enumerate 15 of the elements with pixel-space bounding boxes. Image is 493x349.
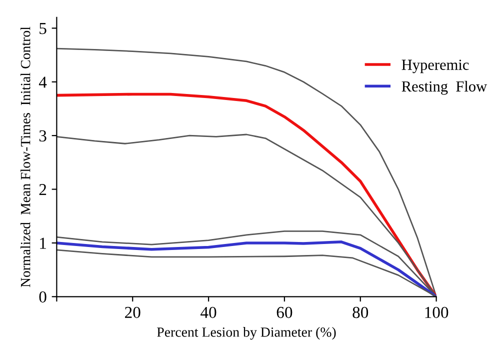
y-tick-label: 1 xyxy=(40,238,46,249)
y-tick-label: 3 xyxy=(39,130,46,142)
legend-label: Hyperemic xyxy=(402,60,469,74)
x-tick-label: 40 xyxy=(200,306,216,318)
y-tick-label: 4 xyxy=(38,76,47,88)
x-tick-label: 60 xyxy=(276,306,292,318)
legend-label: Resting Flow xyxy=(402,80,488,95)
y-axis-title: Normalized Mean Flow-Times Initial Control xyxy=(20,26,30,288)
x-tick-label: 20 xyxy=(125,306,140,318)
y-tick-label: 2 xyxy=(39,184,46,196)
x-axis-title: Percent Lesion by Diameter (%) xyxy=(157,327,336,340)
x-tick-label: 100 xyxy=(425,306,448,318)
x-tick-label: 80 xyxy=(352,306,368,318)
y-tick-label: 0 xyxy=(39,291,46,303)
y-tick-label: 5 xyxy=(40,23,46,34)
